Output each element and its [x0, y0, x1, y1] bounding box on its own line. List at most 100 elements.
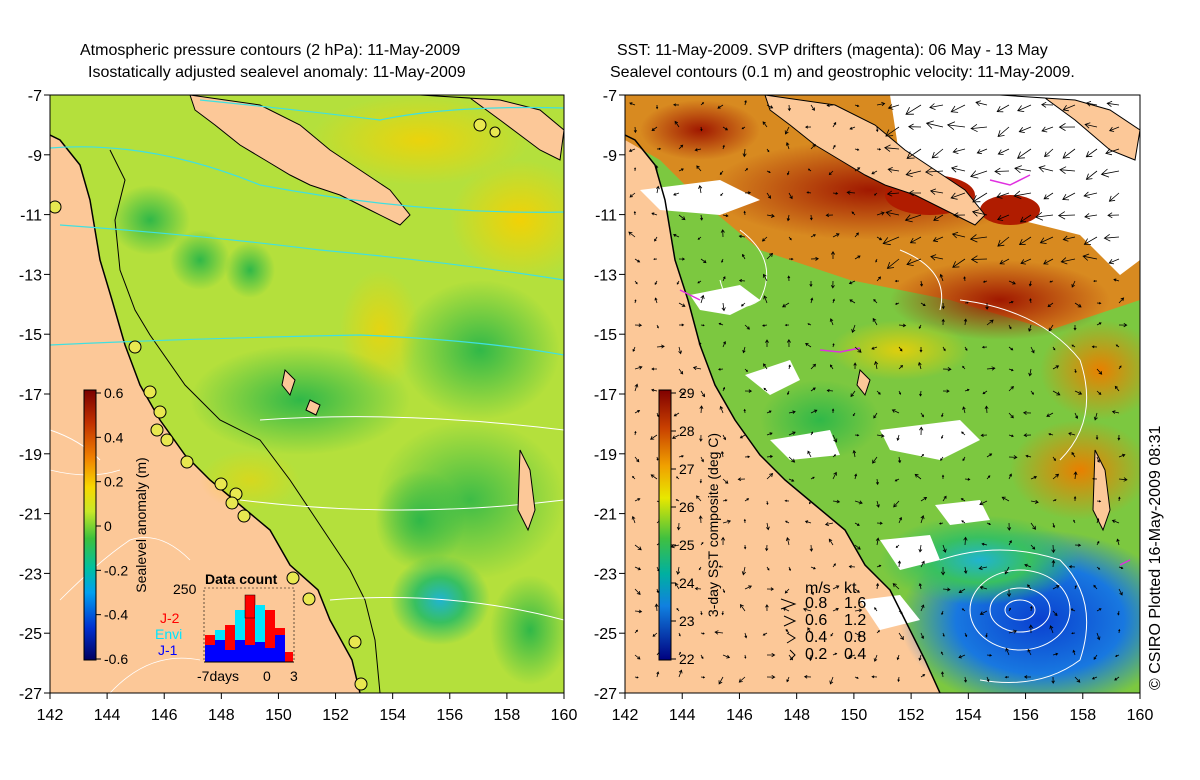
velocity-legend-arrow — [789, 649, 796, 661]
lat-tick-label-left: -23 — [19, 566, 42, 583]
colorbar-tick-label: 29 — [679, 385, 695, 401]
lat-tick-label-left: -15 — [19, 327, 42, 344]
lon-tick-label-right: 142 — [612, 707, 639, 724]
velocity-legend-kt: 0.4 — [844, 646, 866, 663]
lat-tick-label-right: -11 — [595, 208, 617, 225]
inset-mission-j2: J-2 — [160, 610, 180, 626]
left-png-coast — [189, 95, 411, 226]
inset-mission-envi: Envi — [155, 626, 182, 642]
lon-tick-label-left: 146 — [151, 707, 178, 724]
lat-tick-label-right: -25 — [594, 626, 617, 643]
colorbar-tick-label: 24 — [679, 575, 695, 591]
inset-xlabel-zero: 0 — [263, 668, 271, 684]
lat-tick-label-left: -7 — [28, 88, 42, 105]
right-png-coast — [764, 95, 986, 226]
lon-tick-label-left: 152 — [322, 707, 349, 724]
lat-tick-label-right: -23 — [594, 566, 617, 583]
left-colorbar-label: Sealevel anomaly (m) — [133, 457, 149, 592]
lat-tick-label-left: -13 — [19, 267, 42, 284]
colorbar-tick-label: -0.4 — [104, 607, 128, 623]
right-map — [625, 95, 1140, 693]
lon-tick-label-left: 158 — [494, 707, 521, 724]
inset-bars — [205, 594, 293, 662]
lon-tick-label-left: 150 — [265, 707, 292, 724]
colorbar-tick-label: 23 — [679, 613, 695, 629]
velocity-legend-kt: 1.2 — [844, 612, 866, 629]
colorbar-tick-label: 0.2 — [104, 474, 124, 490]
right-title-line2: Sealevel contours (0.1 m) and geostrophi… — [610, 64, 1075, 81]
colorbar-tick-label: 26 — [679, 499, 695, 515]
velocity-legend-kt: 0.8 — [844, 629, 866, 646]
lat-tick-label-left: -21 — [19, 507, 42, 524]
lon-tick-label-left: 156 — [436, 707, 463, 724]
lat-tick-label-right: -13 — [594, 267, 617, 284]
velocity-legend-header-ms: m/s — [805, 580, 831, 597]
lat-tick-label-left: -27 — [19, 686, 42, 703]
right-australia-coast — [625, 134, 941, 693]
left-colorbar: 0.6 0.4 0.2 0 -0.2 -0.4 -0.6 Sealevel anomaly … — [83, 385, 149, 667]
colorbar-tick-label: -0.6 — [104, 651, 128, 667]
lon-tick-label-right: 156 — [1012, 707, 1039, 724]
lat-tick-label-right: -21 — [594, 507, 617, 524]
velocity-legend-ms: 0.8 — [805, 595, 827, 612]
velocity-legend-header-kt: kt — [844, 580, 857, 597]
inset-ymax-label: 250 — [173, 581, 197, 597]
lon-tick-label-right: 154 — [955, 707, 982, 724]
velocity-legend-arrow — [780, 598, 797, 610]
inset-mission-j1: J-1 — [158, 642, 178, 658]
lat-tick-label-left: -17 — [19, 387, 42, 404]
lat-tick-label-right: -15 — [594, 327, 617, 344]
colorbar-tick-label: 0.4 — [104, 429, 124, 445]
data-count-inset: 250 Data count J-2 Envi J-1 -7days 0 3 — [155, 571, 298, 684]
velocity-legend-arrow — [786, 632, 796, 644]
lon-tick-label-right: 148 — [783, 707, 810, 724]
lon-tick-label-right: 144 — [669, 707, 696, 724]
lon-tick-label-left: 154 — [379, 707, 406, 724]
inset-title: Data count — [205, 571, 278, 587]
right-colorbar-label: 3-day SST composite (deg C) — [705, 433, 721, 617]
lon-tick-label-right: 150 — [841, 707, 868, 724]
inset-xlabel-end: 3 — [290, 668, 298, 684]
velocity-legend: m/s kt 0.8 1.60.6 1.20.4 0.80.2 0.4 — [780, 580, 866, 663]
lon-tick-label-left: 148 — [208, 707, 235, 724]
geostrophic-velocity-arrows — [628, 99, 1128, 685]
colorbar-tick-label: 28 — [679, 423, 695, 439]
lon-tick-label-right: 146 — [726, 707, 753, 724]
left-australia-coast — [50, 134, 361, 693]
credit-text: © CSIRO Plotted 16-May-2009 08:31 — [1147, 426, 1164, 690]
lat-tick-label-left: -19 — [19, 447, 42, 464]
colorbar-tick-label: 22 — [679, 651, 695, 667]
colorbar-tick-label: 0 — [104, 518, 112, 534]
svp-drifter-tracks — [679, 174, 1131, 566]
right-colorbar: 29 28 27 26 25 24 23 22 3-day SST composite (de… — [658, 385, 721, 667]
left-title-line2: Isostatically adjusted sealevel anomaly:… — [88, 64, 466, 81]
left-title-line1: Atmospheric pressure contours (2 hPa): 1… — [80, 42, 461, 59]
lat-tick-label-left: -25 — [19, 626, 42, 643]
lat-tick-label-left: -11 — [20, 208, 42, 225]
velocity-legend-ms: 0.2 — [805, 646, 827, 663]
lat-tick-label-left: -9 — [28, 148, 42, 165]
velocity-legend-kt: 1.6 — [844, 595, 866, 612]
lon-tick-label-left: 160 — [551, 707, 578, 724]
right-title-line1: SST: 11-May-2009. SVP drifters (magenta)… — [617, 42, 1048, 59]
lon-tick-label-left: 144 — [94, 707, 121, 724]
lat-tick-label-right: -17 — [594, 387, 617, 404]
lat-tick-label-right: -27 — [594, 686, 617, 703]
colorbar-tick-label: 25 — [679, 537, 695, 553]
colorbar-tick-label: 0.6 — [104, 385, 124, 401]
lon-tick-label-right: 152 — [898, 707, 925, 724]
left-map — [50, 95, 564, 693]
velocity-legend-ms: 0.6 — [805, 612, 827, 629]
inset-xlabel-start: -7days — [197, 668, 239, 684]
colorbar-tick-label: -0.2 — [104, 562, 128, 578]
lat-tick-label-right: -19 — [594, 447, 617, 464]
lon-tick-label-left: 142 — [37, 707, 64, 724]
velocity-legend-ms: 0.4 — [805, 629, 827, 646]
lat-tick-label-right: -7 — [603, 88, 617, 105]
velocity-legend-arrow — [783, 615, 797, 627]
lon-tick-label-right: 160 — [1127, 707, 1154, 724]
lon-tick-label-right: 158 — [1069, 707, 1096, 724]
lat-tick-label-right: -9 — [603, 148, 617, 165]
colorbar-tick-label: 27 — [679, 461, 695, 477]
